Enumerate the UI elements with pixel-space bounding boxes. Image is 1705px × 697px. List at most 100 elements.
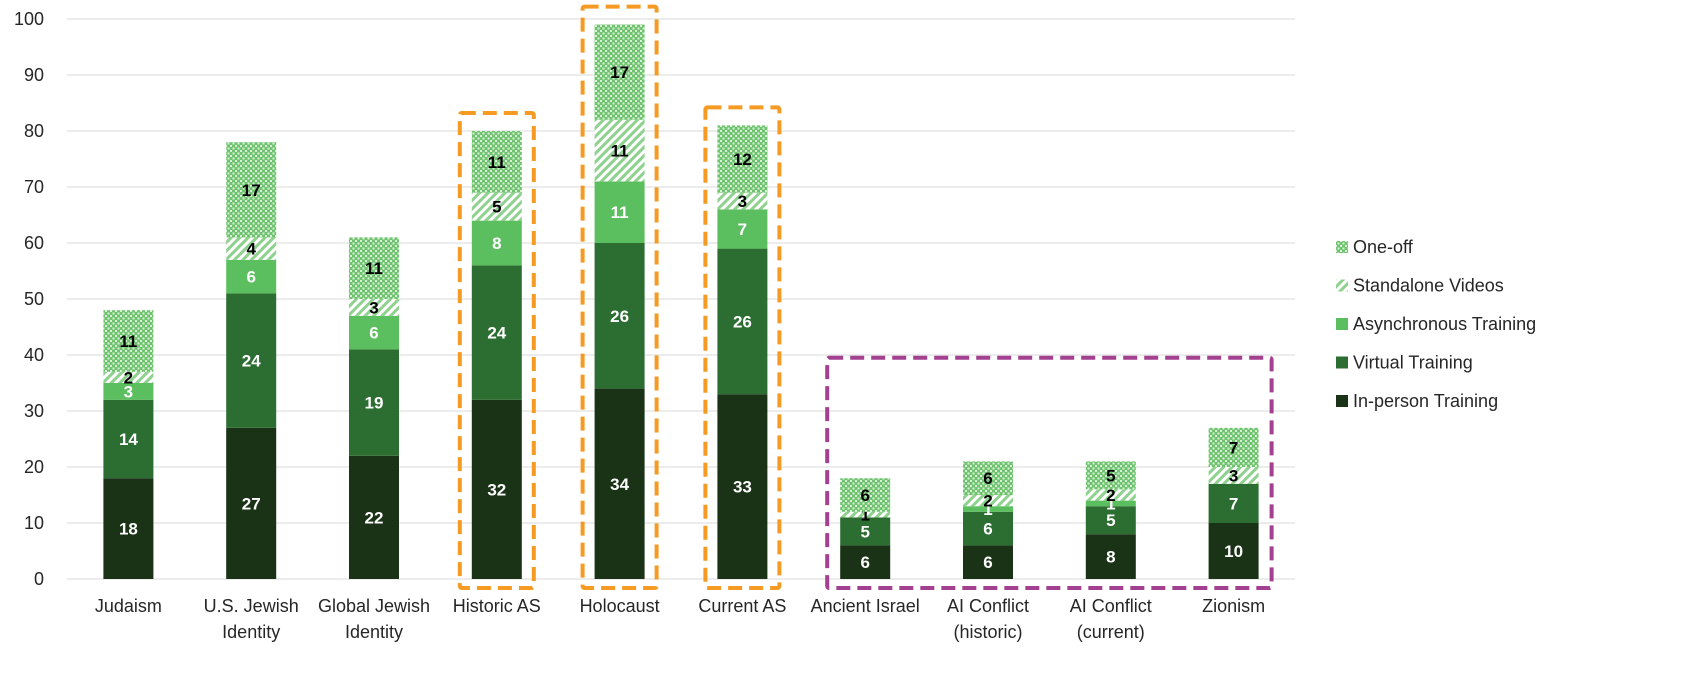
highlight-box (457, 111, 536, 590)
data-label: 10 (1224, 542, 1243, 561)
bar-segment (1208, 523, 1259, 579)
y-tick-label: 30 (24, 401, 44, 421)
data-label: 5 (492, 198, 501, 217)
data-label: 11 (365, 259, 383, 278)
data-label: 3 (124, 382, 133, 401)
data-label: 11 (488, 153, 506, 172)
data-label: 2 (124, 368, 133, 387)
bar-segment (594, 388, 645, 579)
bar-segment (471, 220, 522, 266)
bar-segment (226, 293, 277, 428)
bar-segment (717, 209, 768, 249)
data-label: 8 (1106, 548, 1115, 567)
bar-segment (717, 192, 768, 210)
legend: One-off Standalone Videos Asynchronous Tra… (1336, 237, 1536, 411)
data-label: 5 (860, 522, 869, 541)
y-tick-label: 80 (24, 121, 44, 141)
highlight-box (825, 355, 1274, 590)
legend-label: Standalone Videos (1353, 276, 1504, 296)
data-label: 6 (860, 553, 869, 572)
data-label: 6 (983, 469, 992, 488)
data-label: 27 (242, 494, 261, 513)
legend-label: Virtual Training (1353, 353, 1473, 373)
bar-segment (103, 371, 154, 383)
bar-segment (103, 310, 154, 372)
bar-segment (103, 478, 154, 579)
bar-segment (1085, 461, 1136, 490)
x-category-label: Historic AS (453, 596, 541, 616)
data-label: 6 (369, 324, 378, 343)
data-label: 5 (1106, 466, 1115, 485)
legend-label: One-off (1353, 237, 1414, 257)
bar-stack: 33 26 7 3 12 (717, 125, 768, 579)
bar-segment (594, 181, 645, 243)
bar-segment (349, 315, 399, 350)
data-label: 33 (733, 478, 752, 497)
bar-segment (1208, 467, 1259, 484)
legend-swatch (1336, 241, 1348, 253)
bar-segment (471, 265, 522, 400)
data-label: 24 (487, 324, 506, 343)
bar-segment (594, 119, 645, 182)
bar-segment (840, 511, 891, 518)
bar-segment (594, 24, 645, 120)
data-label: 34 (610, 475, 629, 494)
data-label: 7 (1229, 494, 1238, 513)
y-tick-label: 100 (14, 9, 44, 29)
bar-segment (1208, 427, 1259, 467)
y-tick-label: 0 (34, 569, 44, 589)
data-label: 26 (610, 307, 629, 326)
bar-segment (963, 511, 1013, 546)
legend-label: Asynchronous Training (1353, 314, 1536, 334)
y-tick-label: 70 (24, 177, 44, 197)
data-label: 14 (119, 430, 138, 449)
x-category-label: Identity (345, 622, 403, 642)
bars: 1814321127246417221963113224851134261111… (103, 24, 1259, 579)
x-category-label: Global Jewish (318, 596, 430, 616)
bar-segment (226, 259, 277, 294)
bar-segment (349, 237, 399, 299)
data-label: 17 (610, 63, 629, 82)
bar-stack: 22 19 6 3 11 (349, 237, 399, 579)
y-tick-label: 50 (24, 289, 44, 309)
bar-stack: 27 24 6 4 17 (226, 142, 277, 579)
highlight-box (703, 105, 782, 591)
data-label: 4 (246, 240, 256, 259)
bar-segment (103, 399, 154, 479)
bar-segment (471, 399, 522, 579)
data-label: 6 (983, 553, 992, 572)
y-tick-label: 20 (24, 457, 44, 477)
data-label: 7 (738, 220, 747, 239)
data-label: 6 (246, 268, 255, 287)
data-label: 12 (733, 150, 752, 169)
data-label: 2 (983, 492, 992, 511)
bar-segment (1208, 483, 1259, 523)
bar-stack: 18 14 32 11 (103, 310, 154, 579)
bar-segment (717, 125, 768, 193)
bar-segment (963, 545, 1013, 579)
bar-segment (963, 461, 1013, 495)
bar-stack: 34 26 11 11 17 (594, 24, 645, 579)
y-axis-ticks: 0 10 20 30 40 50 60 70 80 90 100 (14, 9, 44, 589)
data-label: 2 (1106, 486, 1115, 505)
x-category-label: Judaism (95, 596, 162, 616)
bar-segment (226, 237, 277, 260)
bar-segment (226, 427, 277, 579)
bar-segment (349, 299, 399, 316)
data-label: 7 (1229, 438, 1238, 457)
x-category-label: Zionism (1202, 596, 1265, 616)
data-label: 1 (860, 506, 869, 525)
data-label: 32 (487, 480, 506, 499)
x-category-label: Current AS (698, 596, 786, 616)
data-label: 11 (611, 142, 629, 161)
bar-segment (717, 394, 768, 579)
bar-segment (103, 383, 154, 400)
bar-segment (1085, 506, 1136, 535)
legend-swatch (1336, 279, 1348, 292)
bar-segment (349, 455, 399, 579)
data-label: 11 (611, 203, 629, 222)
legend-swatch (1336, 395, 1348, 407)
bar-segment (349, 349, 399, 456)
